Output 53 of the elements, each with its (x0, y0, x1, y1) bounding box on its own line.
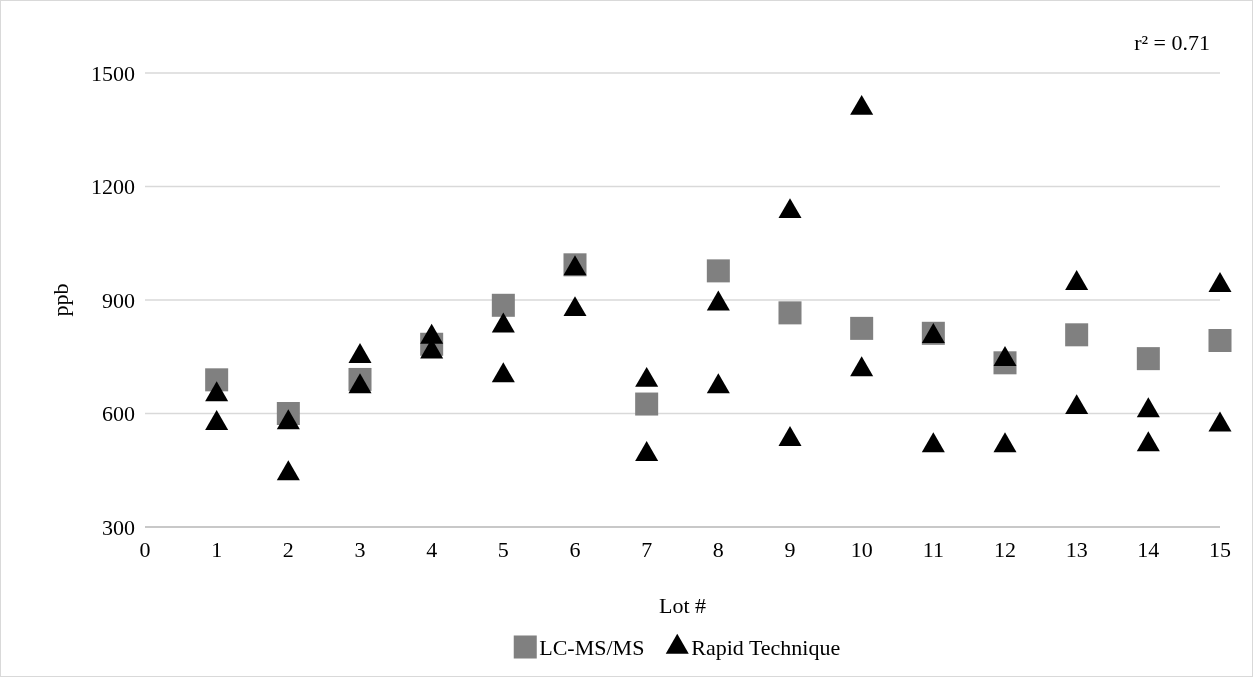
x-tick-label: 5 (497, 537, 509, 562)
point (491, 362, 515, 383)
x-tick-label: 3 (354, 537, 366, 562)
point (1065, 270, 1089, 291)
point (348, 373, 372, 394)
x-tick-label: 1 (211, 537, 223, 562)
point (276, 409, 300, 430)
point (205, 410, 229, 430)
y-axis-title: ppb (47, 283, 73, 317)
point (635, 441, 659, 462)
point (491, 312, 515, 333)
point (1136, 397, 1160, 418)
x-tick-label: 10 (850, 537, 873, 562)
y-tick-label: 900 (102, 287, 135, 313)
x-tick-label: 13 (1065, 537, 1088, 562)
point (635, 366, 659, 387)
y-tick-label: 600 (102, 401, 135, 426)
x-tick-label: 11 (922, 537, 944, 562)
x-tick-label: 7 (641, 537, 653, 562)
point (778, 425, 802, 446)
point (850, 94, 874, 115)
y-tick-label: 300 (102, 514, 135, 540)
point (1208, 271, 1232, 292)
x-tick-label: 6 (569, 537, 581, 562)
point (706, 373, 730, 394)
point (205, 381, 229, 402)
point (348, 343, 372, 364)
text: r² = 0.71 (1134, 30, 1210, 55)
point (921, 432, 945, 453)
point (276, 460, 300, 481)
x-tick-label: 9 (784, 537, 796, 562)
x-tick-label: 14 (1137, 537, 1160, 562)
point (993, 432, 1017, 453)
legend-label: LC-MS/MS (539, 634, 645, 660)
point (1208, 411, 1232, 432)
legend-label: Rapid Technique (691, 634, 841, 660)
point (706, 290, 730, 311)
x-tick-label: 0 (139, 537, 151, 562)
x-tick-label: 8 (712, 537, 724, 562)
point (420, 323, 444, 344)
point (1065, 394, 1089, 415)
y-tick-label: 1200 (91, 174, 135, 199)
x-tick-label: 4 (426, 537, 438, 562)
point (850, 356, 874, 377)
point (1136, 431, 1160, 452)
point (993, 346, 1017, 367)
y-tick-label: 1500 (91, 60, 135, 86)
point (563, 296, 587, 317)
x-tick-label: 2 (282, 537, 294, 562)
x-tick-label: 15 (1209, 537, 1231, 562)
point (778, 198, 802, 219)
x-axis-title: Lot # (658, 593, 707, 618)
x-tick-label: 12 (994, 537, 1016, 562)
